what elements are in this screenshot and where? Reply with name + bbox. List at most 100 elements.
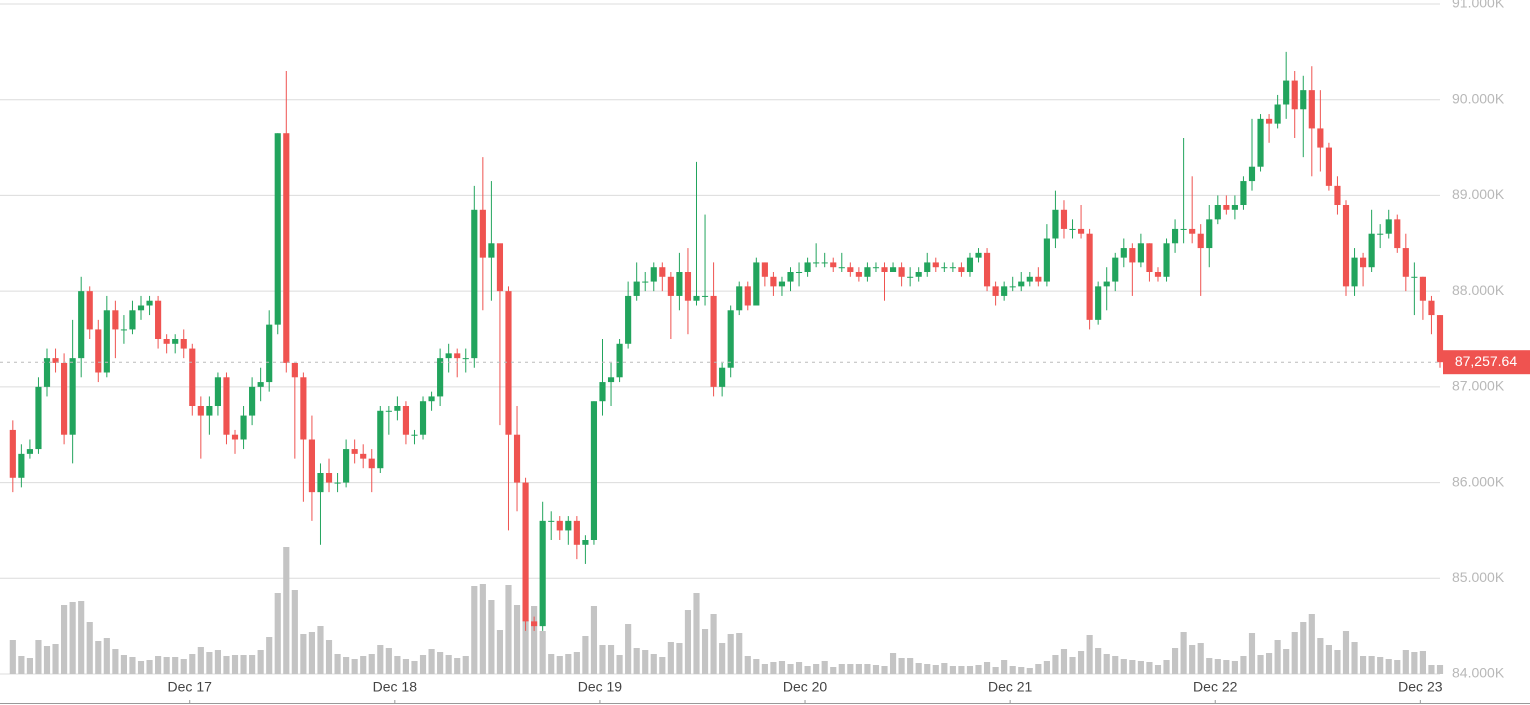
candle-body <box>804 262 811 272</box>
volume-bar <box>821 661 828 674</box>
volume-bar <box>334 654 341 674</box>
volume-bar <box>43 646 51 674</box>
volume-bar <box>889 653 897 674</box>
candle-body <box>146 300 153 306</box>
candle-body <box>411 434 418 436</box>
candle-body <box>1129 248 1136 263</box>
candle-body <box>266 324 273 383</box>
volume-bar <box>1266 653 1273 674</box>
candle-body <box>599 382 606 402</box>
candle-body <box>1001 286 1008 296</box>
volume-bar <box>1342 631 1350 674</box>
volume-bar <box>163 657 170 674</box>
candle-body <box>52 358 59 363</box>
candle-body <box>308 439 316 493</box>
volume-bar <box>1069 657 1076 674</box>
y-tick-label: 87.000K <box>1452 378 1505 394</box>
volume-bar <box>52 644 59 674</box>
volume-bar <box>18 656 25 674</box>
candle-body <box>334 482 341 484</box>
volume-bar <box>1223 660 1230 674</box>
volume-bar <box>1095 648 1102 674</box>
candle-body <box>35 386 42 450</box>
y-tick-label: 84.000K <box>1452 665 1505 681</box>
y-tick-label: 91.000K <box>1452 0 1505 11</box>
volume-bar <box>795 662 803 674</box>
candle-body <box>471 209 478 359</box>
volume-bar <box>95 641 102 674</box>
candle-body <box>932 262 939 268</box>
volume-bar <box>1377 657 1384 674</box>
volume-bar <box>488 600 495 674</box>
candle-body <box>462 358 469 360</box>
volume-bar <box>701 629 709 674</box>
candle-body <box>26 449 33 454</box>
candle-body <box>1360 257 1367 268</box>
candle-body <box>676 272 683 296</box>
volume-bar <box>206 652 213 674</box>
candle-body <box>1146 243 1153 272</box>
candle-body <box>454 353 461 359</box>
volume-bar <box>1240 656 1247 674</box>
volume-bar <box>1137 661 1144 674</box>
x-tick-label: Dec 22 <box>1193 679 1238 695</box>
volume-bar <box>1112 656 1119 674</box>
volume-bar <box>727 634 734 674</box>
volume-bar <box>1026 668 1033 674</box>
candle-body <box>9 429 16 478</box>
volume-bar <box>813 664 820 674</box>
candle-body <box>1197 233 1204 249</box>
candle-body <box>1154 272 1162 277</box>
candle-body <box>795 272 803 273</box>
volume-bar <box>804 666 811 674</box>
candle-body <box>1377 233 1384 235</box>
volume-bar <box>1086 635 1093 674</box>
volume-bar <box>240 655 247 674</box>
candle-body <box>753 262 760 306</box>
volume-bar <box>394 656 401 674</box>
candle-body <box>915 272 922 277</box>
candle-body <box>813 262 820 264</box>
candle-body <box>351 449 358 454</box>
candle-body <box>889 267 897 272</box>
x-tick-label: Dec 20 <box>783 679 828 695</box>
candle-body <box>1163 243 1170 277</box>
volume-bar <box>650 654 657 674</box>
volume-bar <box>437 652 444 674</box>
volume-bar <box>377 645 384 674</box>
volume-bar <box>360 656 367 674</box>
volume-bar <box>35 640 42 674</box>
volume-bar <box>744 656 751 674</box>
candle-body <box>1308 90 1315 129</box>
volume-bar <box>753 659 760 674</box>
volume-bar <box>642 650 649 674</box>
candle-body <box>155 300 162 339</box>
volume-bar <box>616 655 623 674</box>
volume-bar <box>667 642 674 674</box>
volume-bar <box>872 665 880 674</box>
volume-bar <box>1274 640 1281 674</box>
volume-bar <box>1351 642 1358 674</box>
volume-bar <box>693 593 700 674</box>
volume-bar <box>539 631 546 674</box>
volume-bar <box>1308 614 1315 674</box>
candle-body <box>496 243 504 292</box>
candle-body <box>992 286 999 296</box>
candle-body <box>966 257 974 272</box>
candle-body <box>163 339 170 344</box>
candle-body <box>907 276 914 278</box>
candle-body <box>864 267 871 277</box>
candle-body <box>1086 233 1093 320</box>
candle-body <box>1274 104 1281 124</box>
candle-body <box>377 410 384 469</box>
volume-bar <box>1283 649 1290 674</box>
volume-bar <box>958 666 965 674</box>
candle-body <box>86 291 93 330</box>
candle-body <box>291 362 298 378</box>
candle-body <box>847 267 854 272</box>
candle-body <box>180 339 187 349</box>
volume-bar <box>1077 651 1085 674</box>
y-tick-label: 90.000K <box>1452 90 1505 106</box>
x-tick-label: Dec 17 <box>168 679 213 695</box>
